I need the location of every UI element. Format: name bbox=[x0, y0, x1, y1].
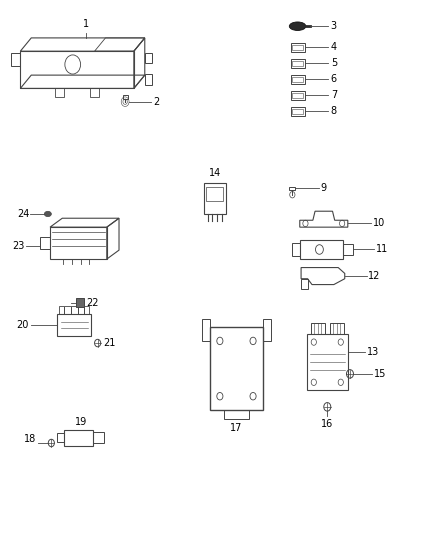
Text: 2: 2 bbox=[153, 96, 160, 107]
Ellipse shape bbox=[44, 211, 51, 216]
Text: 4: 4 bbox=[331, 43, 337, 52]
Text: 3: 3 bbox=[331, 21, 337, 31]
Text: 11: 11 bbox=[376, 245, 388, 254]
Text: 22: 22 bbox=[86, 297, 99, 308]
Text: 5: 5 bbox=[331, 59, 337, 68]
Text: 1: 1 bbox=[83, 19, 89, 29]
Text: 18: 18 bbox=[24, 434, 36, 444]
Text: 20: 20 bbox=[17, 320, 29, 330]
Text: 24: 24 bbox=[17, 209, 29, 219]
Text: 14: 14 bbox=[208, 168, 221, 177]
Polygon shape bbox=[76, 298, 84, 308]
Text: 15: 15 bbox=[374, 369, 386, 379]
Text: 7: 7 bbox=[331, 90, 337, 100]
Text: 16: 16 bbox=[321, 418, 333, 429]
Text: 13: 13 bbox=[367, 346, 379, 357]
Text: 23: 23 bbox=[12, 241, 25, 251]
Ellipse shape bbox=[289, 22, 306, 30]
Text: 21: 21 bbox=[103, 338, 115, 348]
Text: 8: 8 bbox=[331, 106, 337, 116]
Text: 9: 9 bbox=[321, 183, 327, 193]
Text: 17: 17 bbox=[230, 423, 243, 433]
Text: 6: 6 bbox=[331, 75, 337, 84]
Text: 12: 12 bbox=[368, 271, 381, 281]
Text: 19: 19 bbox=[74, 416, 87, 426]
Text: 10: 10 bbox=[373, 218, 385, 228]
